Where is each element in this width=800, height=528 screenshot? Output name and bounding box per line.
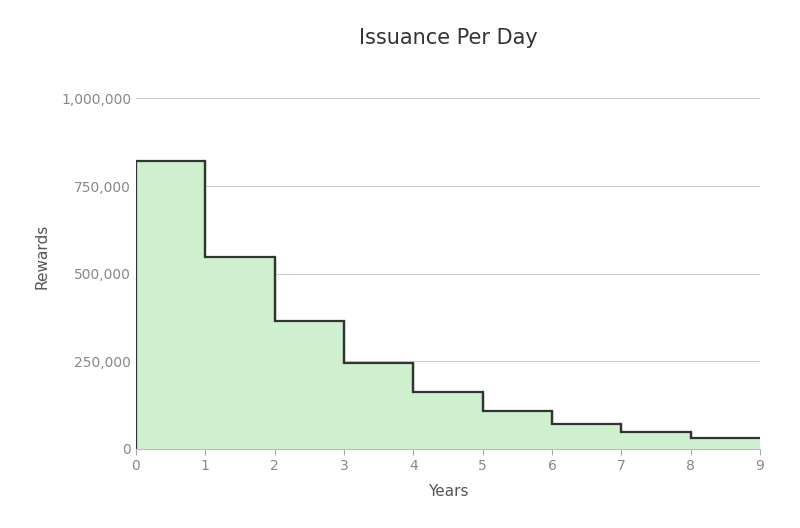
Y-axis label: Rewards: Rewards <box>35 223 50 289</box>
Polygon shape <box>136 161 760 449</box>
Title: Issuance Per Day: Issuance Per Day <box>358 28 538 48</box>
X-axis label: Years: Years <box>428 484 468 499</box>
